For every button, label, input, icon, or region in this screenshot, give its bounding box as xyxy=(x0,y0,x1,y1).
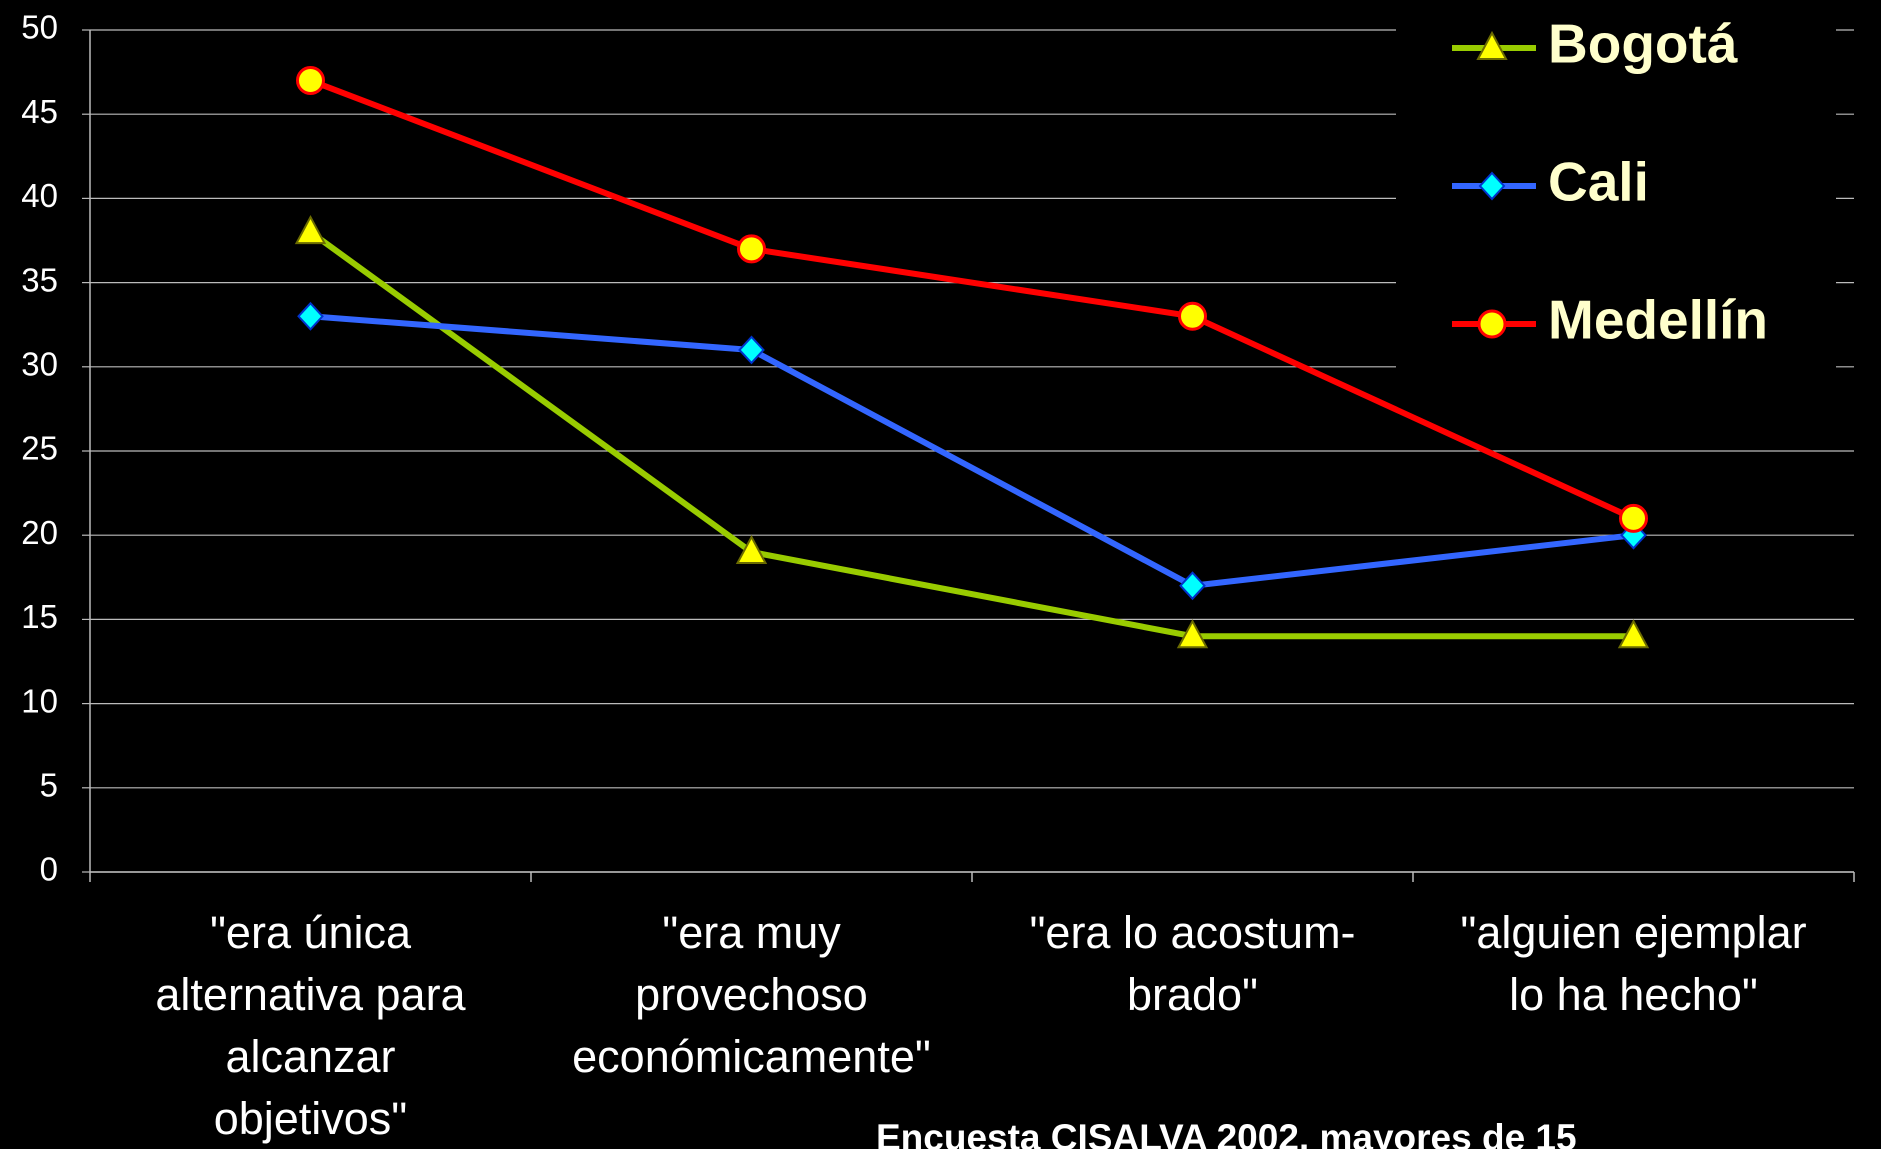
y-tick-label: 30 xyxy=(21,346,58,383)
y-tick-label: 20 xyxy=(21,514,58,551)
y-tick-label: 15 xyxy=(21,598,58,635)
legend-label: Medellín xyxy=(1548,289,1768,351)
x-tick-label-line: económicamente" xyxy=(572,1031,931,1082)
marker xyxy=(735,534,768,565)
y-tick-label: 45 xyxy=(21,93,58,130)
legend-label: Cali xyxy=(1548,151,1649,213)
series-line xyxy=(310,313,1634,589)
marker xyxy=(296,66,325,96)
x-tick-label: "era lo acostum-brado" xyxy=(1029,907,1355,1020)
series-line xyxy=(308,229,1634,640)
y-tick-label: 50 xyxy=(21,9,58,46)
marker xyxy=(1619,503,1648,533)
y-tick-label: 5 xyxy=(40,767,58,804)
legend-marker xyxy=(1478,171,1506,201)
x-tick-label-line: "era muy xyxy=(662,907,841,958)
y-tick-label: 0 xyxy=(40,851,58,888)
x-tick-label-line: "alguien ejemplar xyxy=(1460,907,1806,958)
y-tick-label: 10 xyxy=(21,682,58,719)
y-tick-label: 25 xyxy=(21,430,58,467)
x-tick-label-line: provechoso xyxy=(635,969,868,1020)
legend-marker xyxy=(1476,30,1508,60)
marker xyxy=(737,234,766,264)
marker xyxy=(738,335,765,365)
marker xyxy=(1179,571,1206,601)
x-tick-label-line: lo ha hecho" xyxy=(1509,969,1758,1020)
x-tick-label: "alguien ejemplar lo ha hecho" xyxy=(1460,907,1806,1020)
x-tick-label-line: brado" xyxy=(1127,969,1258,1020)
marker xyxy=(1176,619,1209,649)
y-tick-label: 35 xyxy=(21,261,58,298)
x-tick-label: "era única alternativa para alcanzar objeti… xyxy=(155,907,466,1144)
x-tick-label: "era muy provechoso económicamente" xyxy=(572,907,931,1082)
x-tick-label-line: "era única xyxy=(210,907,412,958)
series-line xyxy=(309,77,1635,522)
marker xyxy=(297,301,324,331)
source-note: Encuesta CISALVA 2002, mayores de 15 xyxy=(876,1117,1577,1149)
marker xyxy=(294,214,327,245)
legend-label: Bogotá xyxy=(1548,13,1738,75)
y-tick-label: 40 xyxy=(21,177,58,214)
x-tick-label-line: alcanzar xyxy=(225,1031,395,1082)
marker xyxy=(1617,619,1650,649)
x-tick-label-line: objetivos" xyxy=(214,1093,408,1144)
x-tick-label-line: "era lo acostum- xyxy=(1029,907,1355,958)
x-tick-label-line: alternativa para xyxy=(155,969,466,1020)
marker xyxy=(1178,301,1207,331)
legend-marker xyxy=(1477,309,1507,339)
